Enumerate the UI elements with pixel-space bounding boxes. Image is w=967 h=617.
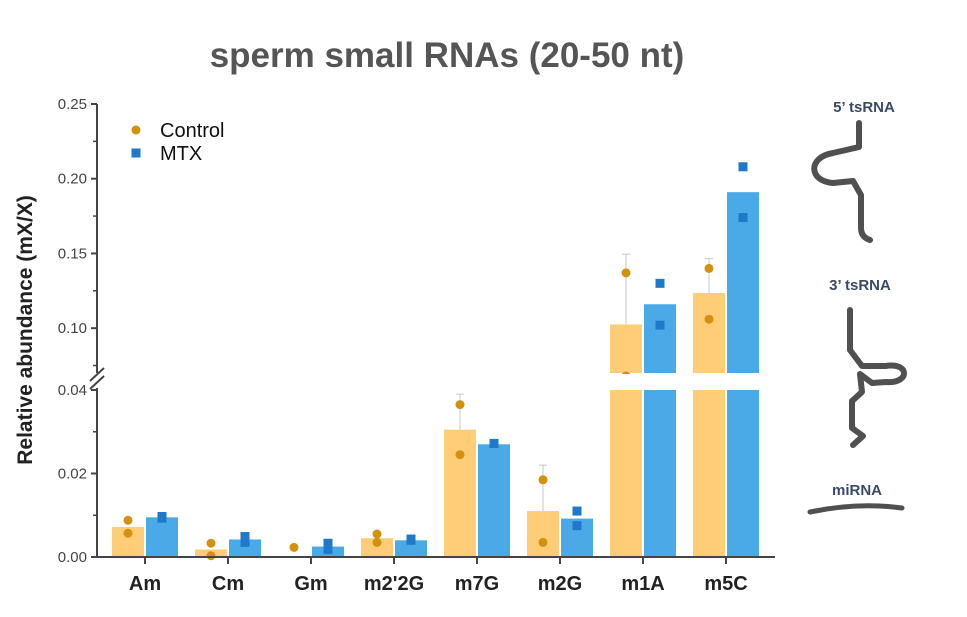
chart-title: sperm small RNAs (20-50 nt) bbox=[210, 36, 685, 75]
bar-upper-control bbox=[693, 293, 725, 373]
data-point-control bbox=[455, 450, 465, 460]
data-point-mtx bbox=[738, 162, 748, 172]
y-tick-label: 0.04 bbox=[58, 382, 87, 399]
data-point-mtx bbox=[240, 537, 250, 547]
bar-control bbox=[361, 538, 393, 557]
bar-mtx bbox=[146, 517, 178, 557]
x-tick-label: Gm bbox=[294, 573, 327, 595]
data-point-control bbox=[372, 529, 382, 539]
x-tick-label: m7G bbox=[455, 573, 499, 595]
bar-upper-mtx bbox=[727, 192, 759, 373]
tsrna-3-shape bbox=[847, 307, 907, 448]
mirna-shape bbox=[807, 503, 905, 515]
data-point-mtx bbox=[572, 506, 582, 516]
legend-marker-control bbox=[131, 125, 141, 135]
data-point-mtx bbox=[406, 534, 416, 544]
bar-mtx bbox=[478, 444, 510, 557]
data-point-control bbox=[123, 528, 133, 538]
y-tick-label: 0.20 bbox=[58, 171, 87, 188]
data-point-control bbox=[455, 400, 465, 410]
data-point-mtx bbox=[157, 513, 167, 523]
bar-control bbox=[444, 429, 476, 557]
data-point-mtx bbox=[240, 532, 250, 542]
y-tick-label: 0.15 bbox=[58, 245, 87, 262]
data-point-mtx bbox=[655, 278, 665, 288]
data-point-control bbox=[621, 268, 631, 278]
data-point-mtx bbox=[655, 320, 665, 330]
data-point-control bbox=[123, 515, 133, 525]
axis-break-gap bbox=[98, 374, 776, 389]
data-point-control bbox=[289, 542, 299, 552]
x-tick-label: m2'2G bbox=[364, 573, 424, 595]
data-point-mtx bbox=[323, 544, 333, 554]
x-tick-label: Cm bbox=[212, 573, 244, 595]
legend-label-mtx: MTX bbox=[160, 143, 202, 165]
y-tick-label: 0.25 bbox=[58, 96, 87, 113]
data-point-control bbox=[538, 537, 548, 547]
tsrna-5-shape bbox=[811, 120, 873, 243]
y-tick-label: 0.10 bbox=[58, 320, 87, 337]
tsrna-5-label: 5’ tsRNA bbox=[833, 99, 895, 116]
data-point-control bbox=[206, 551, 216, 561]
bar-lower-control bbox=[610, 390, 642, 557]
bar-control bbox=[527, 511, 559, 557]
chart-marks: 0.00 0.02 0.04 0.10 0.15 0.20 0.25 Am Cm Gm m2'2G m… bbox=[58, 96, 776, 595]
data-point-control bbox=[704, 263, 714, 273]
bar-mtx bbox=[395, 540, 427, 557]
bar-lower-mtx bbox=[727, 390, 759, 557]
data-point-control bbox=[372, 537, 382, 547]
legend-label-control: Control bbox=[160, 120, 224, 142]
bar-mtx bbox=[229, 539, 261, 557]
axis-break-marks bbox=[89, 367, 105, 390]
data-point-control bbox=[704, 314, 714, 324]
bar-upper-control bbox=[610, 324, 642, 373]
x-tick-label: m1A bbox=[621, 573, 664, 595]
data-point-mtx bbox=[738, 213, 748, 223]
mirna-label: miRNA bbox=[832, 482, 882, 499]
data-point-mtx bbox=[572, 521, 582, 531]
y-tick-label: 0.00 bbox=[58, 549, 87, 566]
y-axis-label: Relative abundance (mX/X) bbox=[14, 195, 37, 465]
bar-lower-control bbox=[693, 390, 725, 557]
legend-marker-mtx bbox=[131, 148, 141, 158]
data-point-control bbox=[538, 475, 548, 485]
x-tick-label: m5C bbox=[704, 573, 747, 595]
bar-upper-mtx bbox=[644, 304, 676, 373]
y-tick-label: 0.02 bbox=[58, 466, 87, 483]
data-point-mtx bbox=[489, 438, 499, 448]
tsrna-3-label: 3’ tsRNA bbox=[829, 277, 891, 294]
rna-illustrations: 5’ tsRNA 3’ tsRNA miRNA bbox=[807, 99, 907, 515]
data-point-control bbox=[206, 538, 216, 548]
x-tick-label: m2G bbox=[538, 573, 582, 595]
x-tick-label: Am bbox=[129, 573, 161, 595]
data-point-mtx bbox=[323, 538, 333, 548]
bar-lower-mtx bbox=[644, 390, 676, 557]
